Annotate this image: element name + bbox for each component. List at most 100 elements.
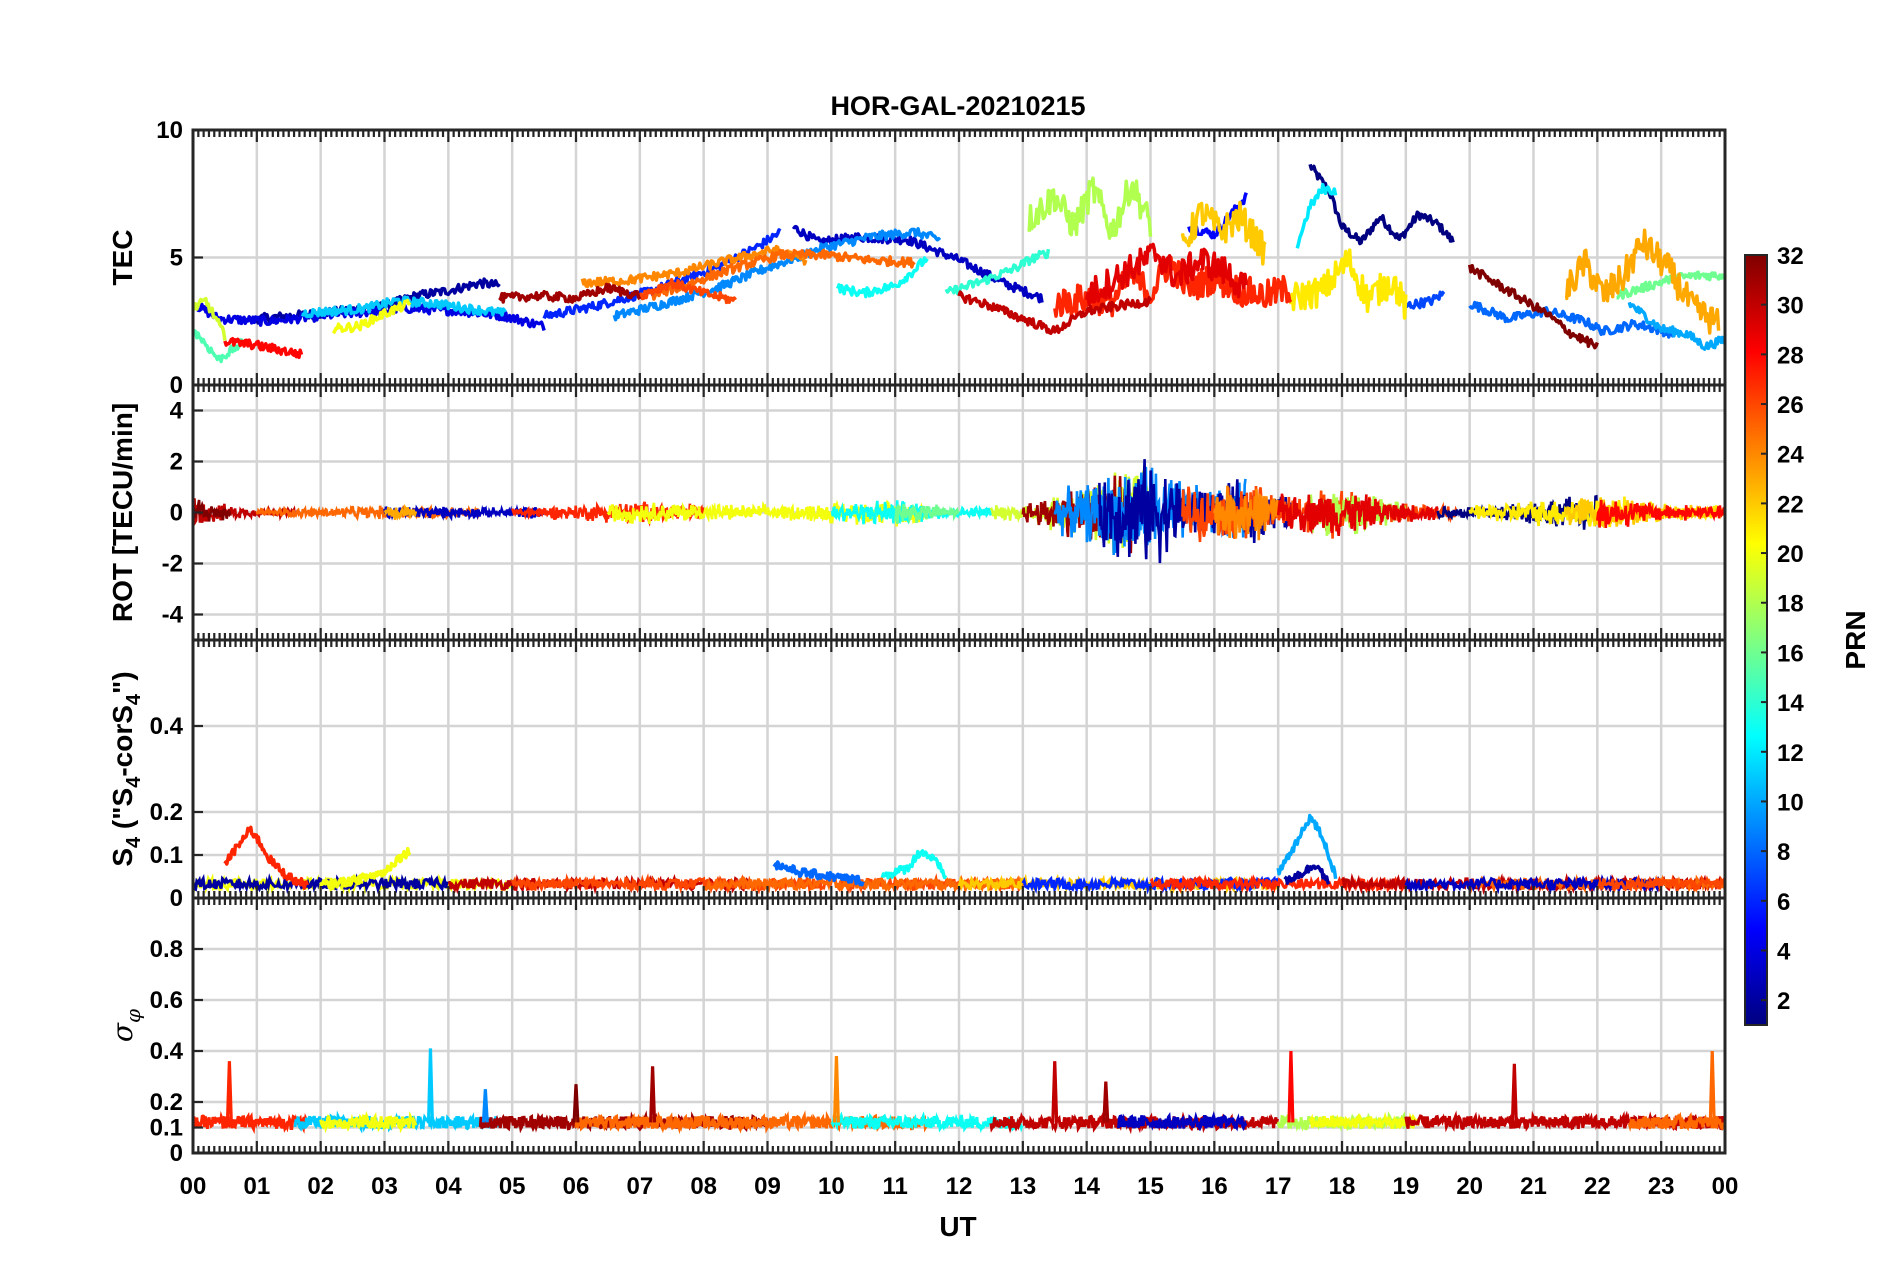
sigphi-spike [481, 1089, 489, 1123]
x-tick-label: 07 [626, 1173, 653, 1200]
colorbar-tick-label: 26 [1777, 392, 1804, 419]
y-tick-label: 0.4 [150, 713, 184, 740]
tec-series-prn-5 [1187, 192, 1248, 240]
colorbar-gradient [1745, 255, 1767, 1025]
series-s4 [193, 813, 1725, 896]
sigphi-spike [1051, 1061, 1059, 1123]
grid-tec [193, 130, 1725, 385]
colorbar-label: PRN [1840, 610, 1871, 669]
x-tick-label: 06 [563, 1173, 590, 1200]
x-tick-label: 14 [1073, 1173, 1100, 1200]
colorbar-tick-label: 16 [1777, 640, 1804, 667]
sigphi-baseline-prn-20 [1308, 1111, 1420, 1130]
tec-series-prn-7 [1404, 290, 1446, 310]
rot-series-prn-28 [1596, 499, 1725, 528]
y-tick-label: 5 [170, 245, 183, 272]
s4-series-prn-20 [319, 846, 412, 890]
y-tick-label: -4 [162, 602, 184, 629]
tec-series-prn-26 [638, 277, 738, 305]
panel-tec: 0 5 10 TEC [107, 117, 1727, 399]
s4-baseline-prn-2 [193, 873, 449, 895]
colorbar-tick-label: 24 [1777, 442, 1804, 469]
colorbar-tick-label: 4 [1777, 938, 1791, 965]
tec-series-prn-29 [1084, 242, 1248, 307]
minor-ticks-tec [191, 130, 1727, 385]
tec-series-prn-11 [300, 295, 507, 319]
s4-series-prn-27 [223, 825, 309, 890]
y-tick-label: 0.8 [150, 936, 183, 963]
x-tick-label: 04 [435, 1173, 462, 1200]
sigphi-baseline-prn-27 [193, 1110, 309, 1135]
tec-series-prn-25 [650, 248, 916, 301]
colorbar-tick-label: 14 [1777, 690, 1804, 717]
colorbar-tick-label: 6 [1777, 889, 1790, 916]
tec-series-prn-24 [580, 244, 808, 289]
sigphi-spike [1510, 1063, 1518, 1123]
colorbar-tick-label: 32 [1777, 243, 1804, 270]
sigphi-spike [1102, 1081, 1110, 1123]
s4-series-prn-13 [880, 849, 948, 880]
x-tick-label: 22 [1584, 1173, 1611, 1200]
sigphi-spike [1708, 1050, 1716, 1123]
tec-series-prn-18 [1027, 176, 1153, 240]
sigphi-baseline-prn-20 [319, 1110, 418, 1134]
colorbar-tick-label: 30 [1777, 293, 1804, 320]
tec-series-prn-1 [1308, 163, 1455, 246]
y-tick-label: 0.1 [150, 1115, 183, 1142]
tec-series-prn-8 [1468, 300, 1676, 339]
y-axis-label-tec: TEC [107, 230, 138, 286]
rot-series-prn-32 [193, 499, 232, 522]
tec-series-prn-20 [331, 298, 412, 335]
y-tick-label: 0.2 [150, 799, 183, 826]
chart-title: HOR-GAL-20210215 [830, 91, 1085, 121]
tec-series-prn-12 [1295, 182, 1338, 249]
sigphi-spike [1287, 1050, 1295, 1123]
y-tick-label: -2 [162, 551, 183, 578]
x-tick-label: 09 [754, 1173, 781, 1200]
s4-baseline-prn-6 [1021, 874, 1279, 895]
sigphi-spike [832, 1056, 840, 1123]
tec-series-prn-31 [498, 282, 642, 304]
series-rot [193, 459, 1725, 564]
grid-sigphi [193, 898, 1725, 1153]
rot-series-prn-29 [1276, 493, 1439, 537]
colorbar-tick-label: 10 [1777, 789, 1804, 816]
tec-series-prn-19 [193, 296, 227, 341]
x-tick-label: 23 [1648, 1173, 1675, 1200]
x-tick-label: 03 [371, 1173, 398, 1200]
sigphi-spike [225, 1061, 233, 1123]
y-tick-label: 0 [170, 1140, 183, 1167]
colorbar-tick-label: 12 [1777, 740, 1804, 767]
x-tick-label: 13 [1009, 1173, 1036, 1200]
y-tick-label: 0 [170, 372, 183, 399]
tec-series-prn-30 [957, 290, 1153, 335]
x-tick-label: 19 [1392, 1173, 1419, 1200]
minor-ticks-rot [191, 385, 1727, 640]
y-tick-label: 0.4 [150, 1038, 184, 1065]
x-tick-label: 00 [1712, 1173, 1739, 1200]
colorbar-tick-label: 22 [1777, 491, 1804, 518]
colorbar-tick-label: 8 [1777, 839, 1790, 866]
tec-series-prn-21 [1289, 248, 1408, 320]
rot-series-prn-23 [383, 503, 418, 521]
x-tick-label: 01 [243, 1173, 270, 1200]
colorbar-frame [1744, 254, 1768, 1026]
sigphi-spike [649, 1066, 657, 1123]
x-tick-label: 16 [1201, 1173, 1228, 1200]
x-tick-label: 00 [180, 1173, 207, 1200]
x-tick-labels: 00 01 02 03 04 05 06 07 08 09 10 11 12 13 14 15 16 17 18 19… [180, 1173, 1739, 1200]
rot-series-prn-24 [1213, 485, 1280, 541]
panel-sigphi: 00.10.2 0.4 0.6 0.8 σφ [106, 896, 1727, 1167]
rot-series-prn-16 [893, 503, 960, 525]
y-tick-label: 0.2 [150, 1089, 183, 1116]
grid-s4 [193, 640, 1725, 898]
tec-series-prn-22 [1180, 200, 1267, 266]
panel-s4: 0 0.1 0.2 0.4S4 ("S4-corS4") [107, 638, 1727, 912]
x-axis-label: UT [939, 1211, 976, 1242]
colorbar-tick-label: 2 [1777, 988, 1790, 1015]
x-tick-label: 02 [307, 1173, 334, 1200]
sigphi-baseline-prn-25 [1627, 1111, 1725, 1133]
y-tick-label: 2 [170, 449, 183, 476]
